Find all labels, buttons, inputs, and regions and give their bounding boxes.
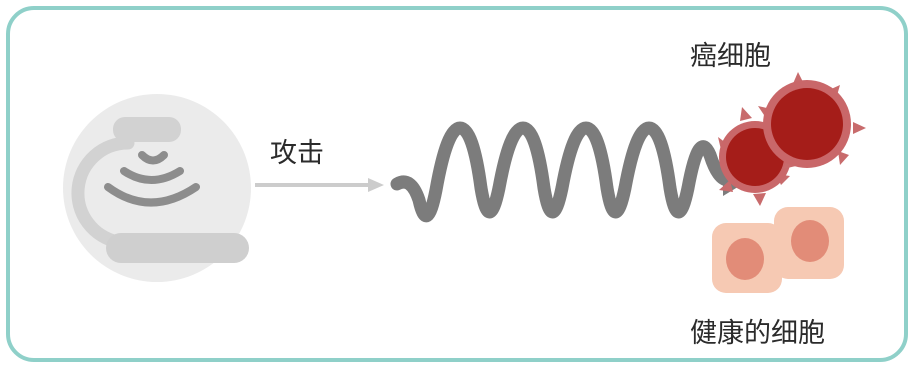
cancer-cells-label: 癌细胞 — [690, 41, 771, 72]
healthy-cells-label: 健康的细胞 — [690, 318, 825, 349]
healthy-cell-icon — [774, 207, 844, 279]
cancer-cell-icon — [758, 72, 866, 169]
ultrasound-device-icon — [63, 94, 251, 282]
healthy-cell-icon — [712, 223, 782, 293]
attack-label: 攻击 — [270, 138, 324, 169]
attack-arrow — [255, 178, 384, 192]
sound-wave-icon — [390, 121, 751, 222]
signal-waves-icon — [104, 151, 200, 207]
